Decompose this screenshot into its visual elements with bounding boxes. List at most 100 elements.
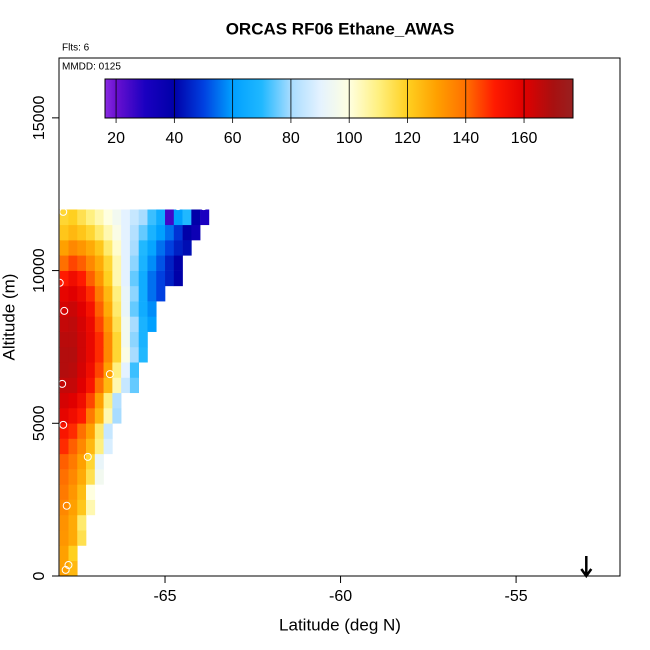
- y-tick-label: 5000: [31, 405, 48, 441]
- heat-cell: [121, 301, 131, 317]
- heat-cell: [86, 346, 96, 363]
- x-tick-label: -55: [505, 588, 528, 605]
- colorbar-tick-label: 40: [165, 130, 183, 147]
- heat-cell: [68, 499, 78, 516]
- heat-cell: [94, 392, 104, 409]
- heat-cell: [103, 285, 113, 302]
- heat-cell: [103, 331, 113, 348]
- sample-point: [62, 501, 71, 510]
- heat-cell: [156, 255, 166, 271]
- heat-cell: [147, 301, 157, 317]
- heat-cell: [94, 209, 104, 226]
- heat-cell: [112, 240, 122, 256]
- heat-cell: [59, 240, 69, 256]
- heat-cell: [138, 224, 148, 241]
- heat-cell: [68, 423, 78, 439]
- heat-cell: [121, 285, 131, 302]
- heat-cell: [86, 377, 96, 394]
- heat-cell: [165, 240, 175, 256]
- heat-cell: [86, 438, 96, 455]
- heat-cell: [112, 270, 122, 287]
- heat-cell: [200, 209, 210, 226]
- heat-cell: [182, 240, 192, 256]
- heat-cell: [68, 346, 78, 363]
- annotation: Flts: 6: [62, 43, 90, 54]
- heat-cell: [173, 255, 183, 271]
- colorbar-tick-label: 80: [282, 130, 300, 147]
- heat-cell: [68, 469, 78, 485]
- heat-cell: [103, 240, 113, 256]
- heat-cell: [112, 285, 122, 302]
- heat-cell: [103, 209, 113, 226]
- heat-cell: [103, 362, 113, 378]
- heat-cell: [138, 270, 148, 287]
- heat-cell: [59, 331, 69, 348]
- heat-cell: [182, 224, 192, 241]
- heat-cell: [86, 499, 96, 516]
- heat-cell: [103, 224, 113, 241]
- x-axis-label: Latitude (deg N): [279, 615, 401, 634]
- heat-cell: [182, 209, 192, 226]
- heat-cell: [156, 224, 166, 241]
- heat-cell: [121, 240, 131, 256]
- heat-cell: [86, 469, 96, 485]
- heat-cell: [147, 240, 157, 256]
- heat-cell: [94, 255, 104, 271]
- heat-cell: [103, 270, 113, 287]
- x-tick-label: -60: [329, 588, 352, 605]
- heat-cell: [103, 301, 113, 317]
- heat-cell: [121, 209, 131, 226]
- heat-cell: [173, 224, 183, 241]
- heat-cell: [129, 377, 139, 394]
- heat-cell: [103, 392, 113, 409]
- heat-cell: [77, 331, 87, 348]
- heat-cell: [129, 255, 139, 271]
- heat-cell: [165, 224, 175, 241]
- heat-cell: [94, 453, 104, 470]
- heat-cell: [94, 346, 104, 363]
- heat-cell: [68, 377, 78, 394]
- heat-cell: [121, 316, 131, 332]
- heat-cell: [94, 270, 104, 287]
- heat-cell: [86, 423, 96, 439]
- heat-cell: [129, 346, 139, 363]
- heat-cell: [77, 240, 87, 256]
- heat-cell: [77, 316, 87, 332]
- colorbar-tick-label: 100: [336, 130, 363, 147]
- heat-cell: [129, 270, 139, 287]
- heat-cell: [129, 209, 139, 226]
- heat-cell: [147, 209, 157, 226]
- heat-cell: [129, 331, 139, 348]
- y-tick-label: 10000: [31, 248, 48, 293]
- sample-point: [83, 452, 92, 461]
- heat-cell: [165, 270, 175, 287]
- heat-cell: [156, 209, 166, 226]
- sample-point: [59, 207, 68, 216]
- heat-cell: [86, 331, 96, 348]
- heat-cell: [94, 240, 104, 256]
- heat-cell: [59, 392, 69, 409]
- heat-cell: [86, 362, 96, 378]
- heat-cell: [129, 301, 139, 317]
- heat-cell: [86, 316, 96, 332]
- heat-cell: [138, 255, 148, 271]
- heat-cell: [68, 560, 78, 577]
- heat-cell: [147, 224, 157, 241]
- heat-cell: [77, 209, 87, 226]
- heat-cell: [156, 285, 166, 302]
- heat-cell: [59, 362, 69, 378]
- heat-cell: [86, 240, 96, 256]
- heat-cell: [147, 316, 157, 332]
- colorbar-tick-label: 120: [394, 130, 421, 147]
- heat-cell: [59, 438, 69, 455]
- heat-cell: [77, 438, 87, 455]
- heat-cell: [59, 453, 69, 470]
- heat-cell: [59, 514, 69, 531]
- heat-cell: [68, 408, 78, 424]
- heat-cell: [86, 408, 96, 424]
- heat-cell: [86, 285, 96, 302]
- sample-point: [55, 278, 64, 287]
- heat-cell: [59, 224, 69, 241]
- heat-cell: [121, 346, 131, 363]
